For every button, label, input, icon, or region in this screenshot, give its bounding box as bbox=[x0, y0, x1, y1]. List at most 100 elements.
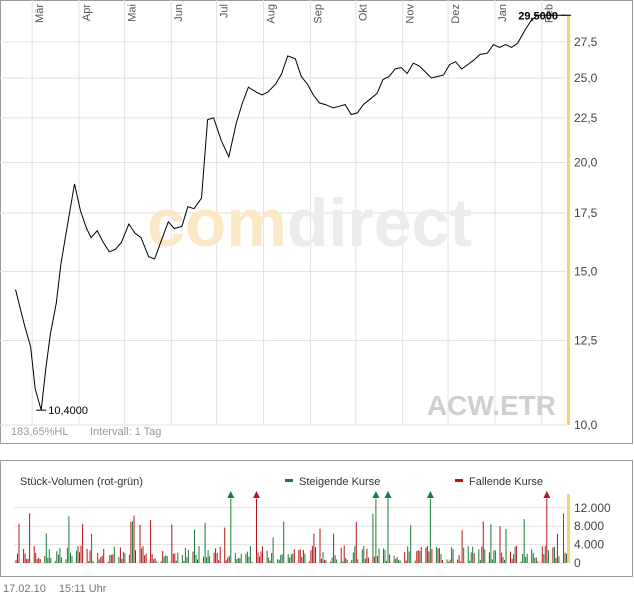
overflow-arrow bbox=[384, 491, 392, 498]
volume-bar-up bbox=[504, 560, 505, 563]
volume-bar-up bbox=[230, 498, 232, 563]
volume-bar-up bbox=[240, 553, 242, 563]
volume-bar-up bbox=[165, 555, 167, 563]
volume-bar-down bbox=[499, 526, 501, 563]
volume-bar-up bbox=[209, 556, 211, 563]
volume-bar-down bbox=[133, 515, 135, 563]
footer-date: 17.02.10 bbox=[3, 583, 46, 595]
volume-chart: Stück-Volumen (rot-grün) Steigende Kurse F… bbox=[0, 460, 633, 577]
overflow-arrow bbox=[372, 491, 380, 498]
volume-bar-up bbox=[452, 549, 454, 563]
volume-bar-up bbox=[249, 546, 251, 563]
volume-bar-up bbox=[266, 550, 268, 563]
volume-bar-down bbox=[333, 533, 335, 563]
volume-bar-up bbox=[156, 561, 158, 563]
volume-bar-up bbox=[322, 552, 324, 563]
volume-bar-up bbox=[239, 558, 241, 563]
volume-bar-down bbox=[298, 549, 300, 563]
volume-bar-up bbox=[547, 550, 549, 563]
volume-bar-down bbox=[15, 559, 17, 563]
volume-bar-down bbox=[103, 548, 105, 563]
volume-bar-down bbox=[262, 546, 263, 563]
volume-bar-down bbox=[183, 561, 185, 563]
volume-bar-down bbox=[162, 551, 164, 563]
volume-bar-up bbox=[414, 560, 416, 563]
volume-bar-up bbox=[383, 548, 384, 563]
volume-bar-down bbox=[192, 551, 194, 563]
volume-bar-down bbox=[145, 553, 147, 563]
volume-bar-down bbox=[302, 549, 304, 563]
volume-bar-down bbox=[308, 561, 310, 563]
volume-bar-up bbox=[399, 560, 401, 563]
volume-bar-up bbox=[395, 558, 397, 563]
volume-bar-up bbox=[494, 550, 496, 563]
volume-bar-up bbox=[435, 546, 437, 563]
volume-bar-up bbox=[484, 549, 486, 563]
volume-bar-up bbox=[532, 552, 534, 563]
volume-bar-down bbox=[289, 557, 291, 563]
volume-bar-down bbox=[546, 498, 548, 563]
current-day-marker bbox=[567, 494, 570, 563]
volume-bar-up bbox=[354, 546, 356, 563]
volume-bar-down bbox=[29, 513, 31, 563]
volume-y-tick: 8.000 bbox=[574, 519, 604, 533]
volume-bar-down bbox=[39, 559, 41, 563]
volume-bar-up bbox=[526, 553, 528, 563]
volume-bar-down bbox=[488, 552, 490, 563]
volume-bar-up bbox=[448, 561, 449, 563]
volume-bar-down bbox=[139, 525, 141, 563]
volume-bar-up bbox=[478, 549, 480, 563]
volume-bar-up bbox=[334, 555, 336, 563]
volume-bar-up bbox=[132, 521, 133, 563]
volume-bar-up bbox=[60, 557, 62, 563]
volume-y-tick: 4.000 bbox=[574, 538, 604, 552]
volume-bar-up bbox=[514, 546, 516, 563]
volume-bar-down bbox=[27, 558, 29, 563]
volume-bar-up bbox=[47, 557, 49, 563]
volume-bar-down bbox=[256, 498, 257, 563]
x-tick-label: Sep bbox=[312, 4, 324, 24]
volume-bar-up bbox=[56, 551, 58, 563]
volume-bar-down bbox=[431, 549, 433, 563]
legend-label: Fallende Kurse bbox=[469, 476, 543, 488]
volume-bar-down bbox=[257, 552, 259, 563]
y-tick-label: 12,5 bbox=[574, 333, 598, 347]
volume-bar-up bbox=[66, 547, 68, 563]
volume-bar-up bbox=[363, 546, 365, 563]
volume-bar-down bbox=[142, 546, 144, 563]
volume-bar-down bbox=[219, 546, 221, 563]
x-tick-label: Jul bbox=[219, 4, 231, 18]
volume-bar-down bbox=[321, 558, 322, 563]
volume-bar-down bbox=[293, 549, 295, 563]
volume-bar-down bbox=[38, 557, 40, 563]
volume-bar-down bbox=[216, 553, 218, 563]
volume-bar-down bbox=[405, 560, 407, 563]
volume-bar-up bbox=[470, 552, 472, 563]
volume-bar-up bbox=[177, 552, 179, 563]
volume-bar-up bbox=[563, 513, 564, 563]
volume-bar-down bbox=[101, 555, 103, 563]
volume-bar-down bbox=[151, 554, 153, 563]
volume-bar-up bbox=[207, 550, 209, 563]
volume-bar-down bbox=[80, 545, 82, 563]
volume-bar-up bbox=[268, 557, 270, 563]
volume-bar-down bbox=[556, 533, 558, 563]
volume-bar-up bbox=[346, 559, 348, 563]
volume-bar-up bbox=[479, 560, 481, 563]
volume-bar-down bbox=[174, 553, 176, 563]
volume-bar-down bbox=[425, 547, 427, 563]
volume-bar-down bbox=[449, 559, 451, 563]
volume-bar-down bbox=[224, 527, 226, 563]
volume-bar-down bbox=[86, 548, 88, 563]
x-tick-label: Okt bbox=[358, 4, 370, 21]
volume-bar-up bbox=[467, 546, 469, 563]
volume-bar-down bbox=[420, 547, 422, 563]
volume-bar-down bbox=[366, 548, 368, 563]
current-day-marker bbox=[567, 14, 570, 425]
volume-bar-up bbox=[361, 549, 363, 563]
overflow-arrow bbox=[227, 491, 235, 498]
volume-bar-up bbox=[236, 559, 238, 563]
volume-bar-up bbox=[92, 561, 94, 563]
volume-bar-down bbox=[355, 521, 357, 563]
volume-bar-up bbox=[278, 559, 280, 563]
